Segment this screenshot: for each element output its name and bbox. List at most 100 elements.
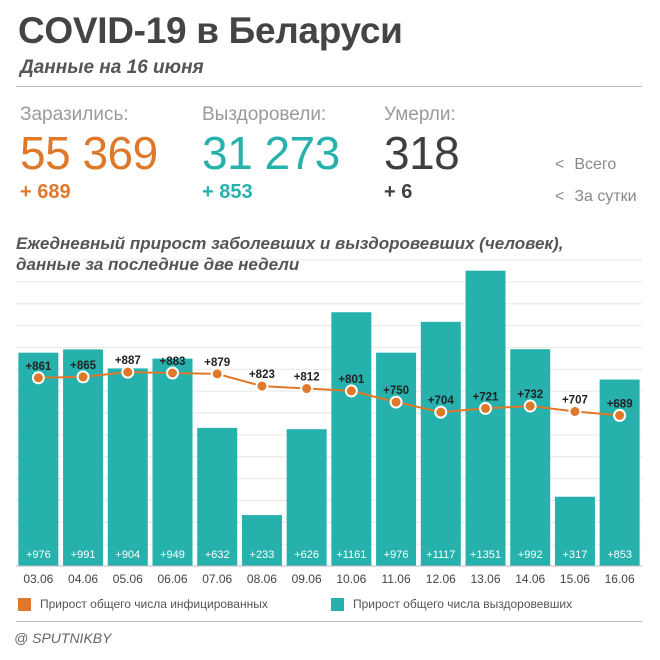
line-point-label: +812 (294, 372, 320, 384)
x-tick-label: 05.06 (113, 572, 143, 586)
bar (63, 349, 104, 566)
bar-value-label: +991 (71, 549, 96, 561)
bar (18, 352, 59, 566)
bar-value-label: +632 (205, 549, 230, 561)
bar (152, 358, 193, 566)
line-point-label: +689 (607, 398, 633, 410)
side-legend-daily: < За сутки (555, 188, 637, 206)
x-tick-label: 11.06 (382, 572, 411, 586)
bar (107, 368, 148, 566)
line-point-label: +721 (473, 391, 500, 403)
line-point (121, 365, 135, 379)
x-tick-label: 09.06 (292, 572, 322, 586)
legend-recovered-swatch (331, 597, 344, 611)
x-tick-label: 16.06 (605, 572, 635, 586)
stat-deaths-total: 318 (384, 127, 460, 179)
stat-deaths-label: Умерли: (384, 104, 456, 125)
line-point (568, 404, 582, 418)
chart-title-line-1: Ежедневный прирост заболевших и выздоров… (16, 234, 564, 253)
line-point-label: +823 (249, 369, 275, 381)
line-point (210, 367, 224, 381)
x-tick-label: 14.06 (515, 572, 545, 586)
bottom-divider (16, 621, 642, 622)
stat-infected: Заразились: 55 369 + 689 (20, 104, 158, 204)
x-tick-label: 12.06 (426, 572, 456, 586)
bar-value-label: +626 (294, 549, 319, 561)
legend-recovered: Прирост общего числа выздоровевших (331, 597, 572, 611)
line-point (344, 384, 358, 398)
side-legend-total-label: Всего (574, 156, 617, 173)
stat-deaths: Умерли: 318 + 6 (384, 104, 460, 204)
source-credit: @ SPUTNIKBY (14, 630, 112, 646)
x-tick-label: 06.06 (157, 572, 187, 586)
stat-recovered-total: 31 273 (202, 127, 340, 179)
chevron-left-icon: < (555, 156, 565, 173)
line-point-label: +879 (204, 357, 230, 369)
side-legend-daily-label: За сутки (574, 188, 637, 205)
x-tick-label: 10.06 (336, 572, 366, 586)
page-title: COVID-19 в Беларуси (18, 10, 403, 51)
bar (197, 427, 238, 566)
x-tick-label: 04.06 (68, 572, 98, 586)
line-series-infected (38, 371, 620, 417)
stat-infected-label: Заразились: (20, 104, 129, 125)
line-point-label: +801 (338, 374, 365, 386)
bar (241, 515, 282, 566)
line-point (300, 382, 314, 396)
top-divider (16, 86, 642, 87)
page-subtitle: Данные на 16 июня (20, 57, 204, 78)
line-point (479, 401, 492, 415)
x-tick-label: 13.06 (470, 572, 500, 586)
chevron-left-icon: < (555, 188, 565, 205)
line-point-label: +707 (562, 394, 588, 406)
legend-infected-label: Прирост общего числа инфицированных (40, 597, 268, 611)
stat-recovered-daily: + 853 (202, 181, 253, 204)
bar-value-label: +317 (563, 549, 588, 561)
bar-value-label: +1161 (336, 549, 366, 561)
stat-recovered: Выздоровели: 31 273 + 853 (202, 104, 340, 204)
bar (420, 321, 461, 566)
line-point-label: +861 (25, 361, 52, 373)
line-point-label: +883 (160, 356, 186, 368)
x-tick-label: 07.06 (202, 572, 232, 586)
x-tick-label: 15.06 (560, 572, 590, 586)
bar-value-label: +904 (115, 549, 140, 561)
bar-value-label: +1351 (470, 549, 501, 561)
bar (554, 496, 595, 566)
bar (510, 349, 551, 566)
line-point (166, 366, 179, 380)
bar-value-label: +949 (160, 549, 185, 561)
x-tick-label: 03.06 (23, 572, 53, 586)
legend-recovered-label: Прирост общего числа выздоровевших (353, 597, 573, 611)
stat-deaths-daily: + 6 (384, 181, 413, 204)
bar-value-label: +1117 (426, 549, 455, 561)
line-point-label: +887 (115, 355, 141, 367)
legend-infected: Прирост общего числа инфицированных (18, 597, 268, 611)
line-point-label: +704 (428, 395, 455, 407)
stat-recovered-label: Выздоровели: (202, 104, 327, 125)
bar-value-label: +976 (384, 549, 409, 561)
line-point (389, 395, 403, 409)
bar-value-label: +853 (607, 549, 632, 561)
line-point (255, 379, 269, 393)
line-point-label: +732 (517, 389, 543, 401)
line-point (613, 408, 627, 422)
bar (465, 270, 506, 566)
bar (286, 429, 327, 566)
legend-infected-swatch (18, 597, 31, 611)
line-point-label: +750 (383, 385, 409, 397)
side-legend-total: < Всего (555, 156, 616, 174)
line-point (434, 405, 448, 419)
bar-value-label: +992 (518, 549, 543, 561)
line-point (523, 399, 537, 413)
bar-value-label: +233 (250, 549, 275, 561)
bar (376, 352, 417, 566)
stat-infected-total: 55 369 (20, 127, 158, 179)
line-point-label: +865 (70, 360, 97, 372)
bar-value-label: +976 (26, 549, 51, 561)
line-point (31, 371, 45, 385)
x-tick-label: 08.06 (247, 572, 277, 586)
stat-infected-daily: + 689 (20, 181, 71, 204)
bar (331, 312, 372, 566)
